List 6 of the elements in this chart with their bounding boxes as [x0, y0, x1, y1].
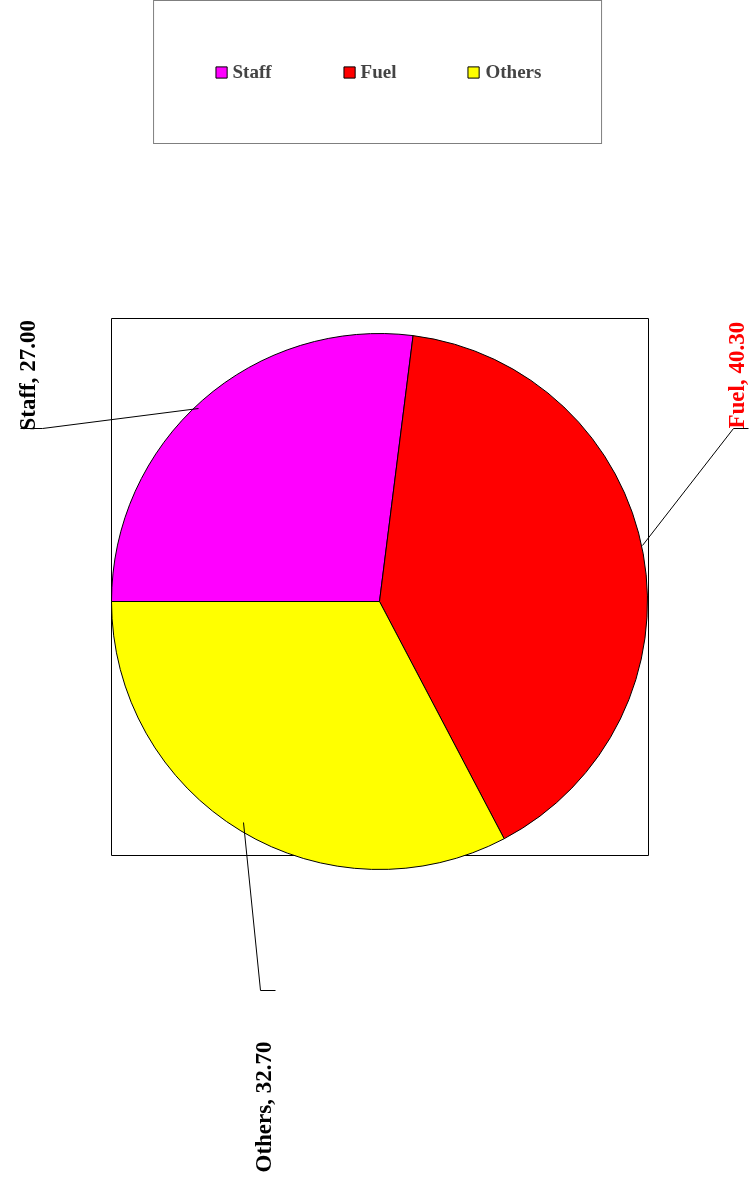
legend-label: Others [485, 61, 542, 83]
data-label: Staff, 27.00 [15, 319, 40, 431]
data-label: Fuel, 40.30 [724, 321, 749, 429]
data-label: Others, 32.70 [251, 1041, 276, 1173]
legend-label: Staff [232, 61, 272, 83]
legend-label: Fuel [360, 61, 397, 83]
